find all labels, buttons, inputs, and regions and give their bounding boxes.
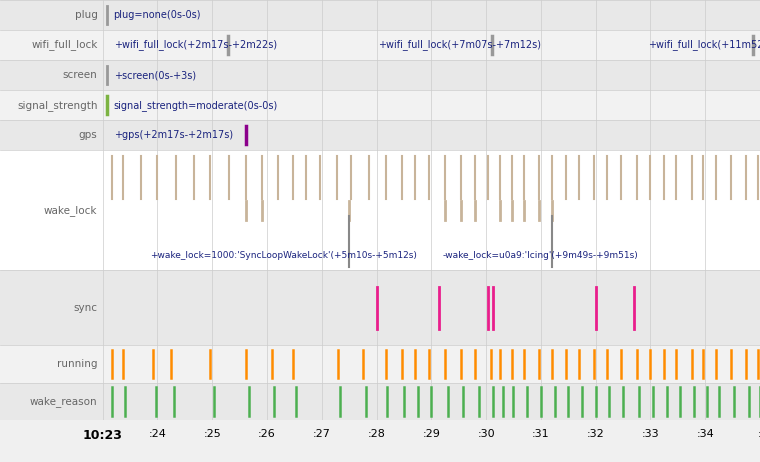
Text: +wifi_full_lock(+2m17s-+2m22s): +wifi_full_lock(+2m17s-+2m22s) (113, 40, 277, 50)
Text: wifi_full_lock: wifi_full_lock (31, 40, 97, 50)
Text: +wifi_full_lock(+11m52s-+11m: +wifi_full_lock(+11m52s-+11m (648, 40, 760, 50)
Text: screen: screen (63, 70, 97, 80)
Bar (0, 270, 103, 346)
Text: signal_strength: signal_strength (17, 100, 97, 110)
Text: +wake_lock=1000:'SyncLoopWakeLock'(+5m10s-+5m12s): +wake_lock=1000:'SyncLoopWakeLock'(+5m10… (150, 251, 417, 260)
Bar (103, 383, 760, 420)
Text: plug=none(0s-0s): plug=none(0s-0s) (113, 10, 201, 20)
Bar (103, 120, 760, 150)
Text: running: running (57, 359, 97, 369)
Bar (0, 0, 103, 30)
Text: +wifi_full_lock(+7m07s-+7m12s): +wifi_full_lock(+7m07s-+7m12s) (378, 40, 541, 50)
Text: wake_reason: wake_reason (30, 396, 97, 407)
Bar (103, 0, 760, 30)
Bar (103, 346, 760, 383)
Bar (0, 90, 103, 120)
Bar (0, 150, 103, 270)
Text: sync: sync (74, 303, 97, 313)
Bar (0, 383, 103, 420)
Text: signal_strength=moderate(0s-0s): signal_strength=moderate(0s-0s) (113, 100, 278, 110)
Text: gps: gps (79, 130, 97, 140)
Bar (0, 346, 103, 383)
Bar (103, 270, 760, 346)
Text: +screen(0s-+3s): +screen(0s-+3s) (113, 70, 195, 80)
Text: plug: plug (74, 10, 97, 20)
Bar (103, 60, 760, 90)
Bar (0, 30, 103, 60)
Text: -wake_lock=u0a9:'Icing'(+9m49s-+9m51s): -wake_lock=u0a9:'Icing'(+9m49s-+9m51s) (442, 251, 638, 260)
Bar (0, 60, 103, 90)
Bar (103, 30, 760, 60)
Bar (103, 90, 760, 120)
Text: +gps(+2m17s-+2m17s): +gps(+2m17s-+2m17s) (113, 130, 233, 140)
Bar (103, 150, 760, 270)
Text: wake_lock: wake_lock (44, 205, 97, 216)
Bar (0, 120, 103, 150)
